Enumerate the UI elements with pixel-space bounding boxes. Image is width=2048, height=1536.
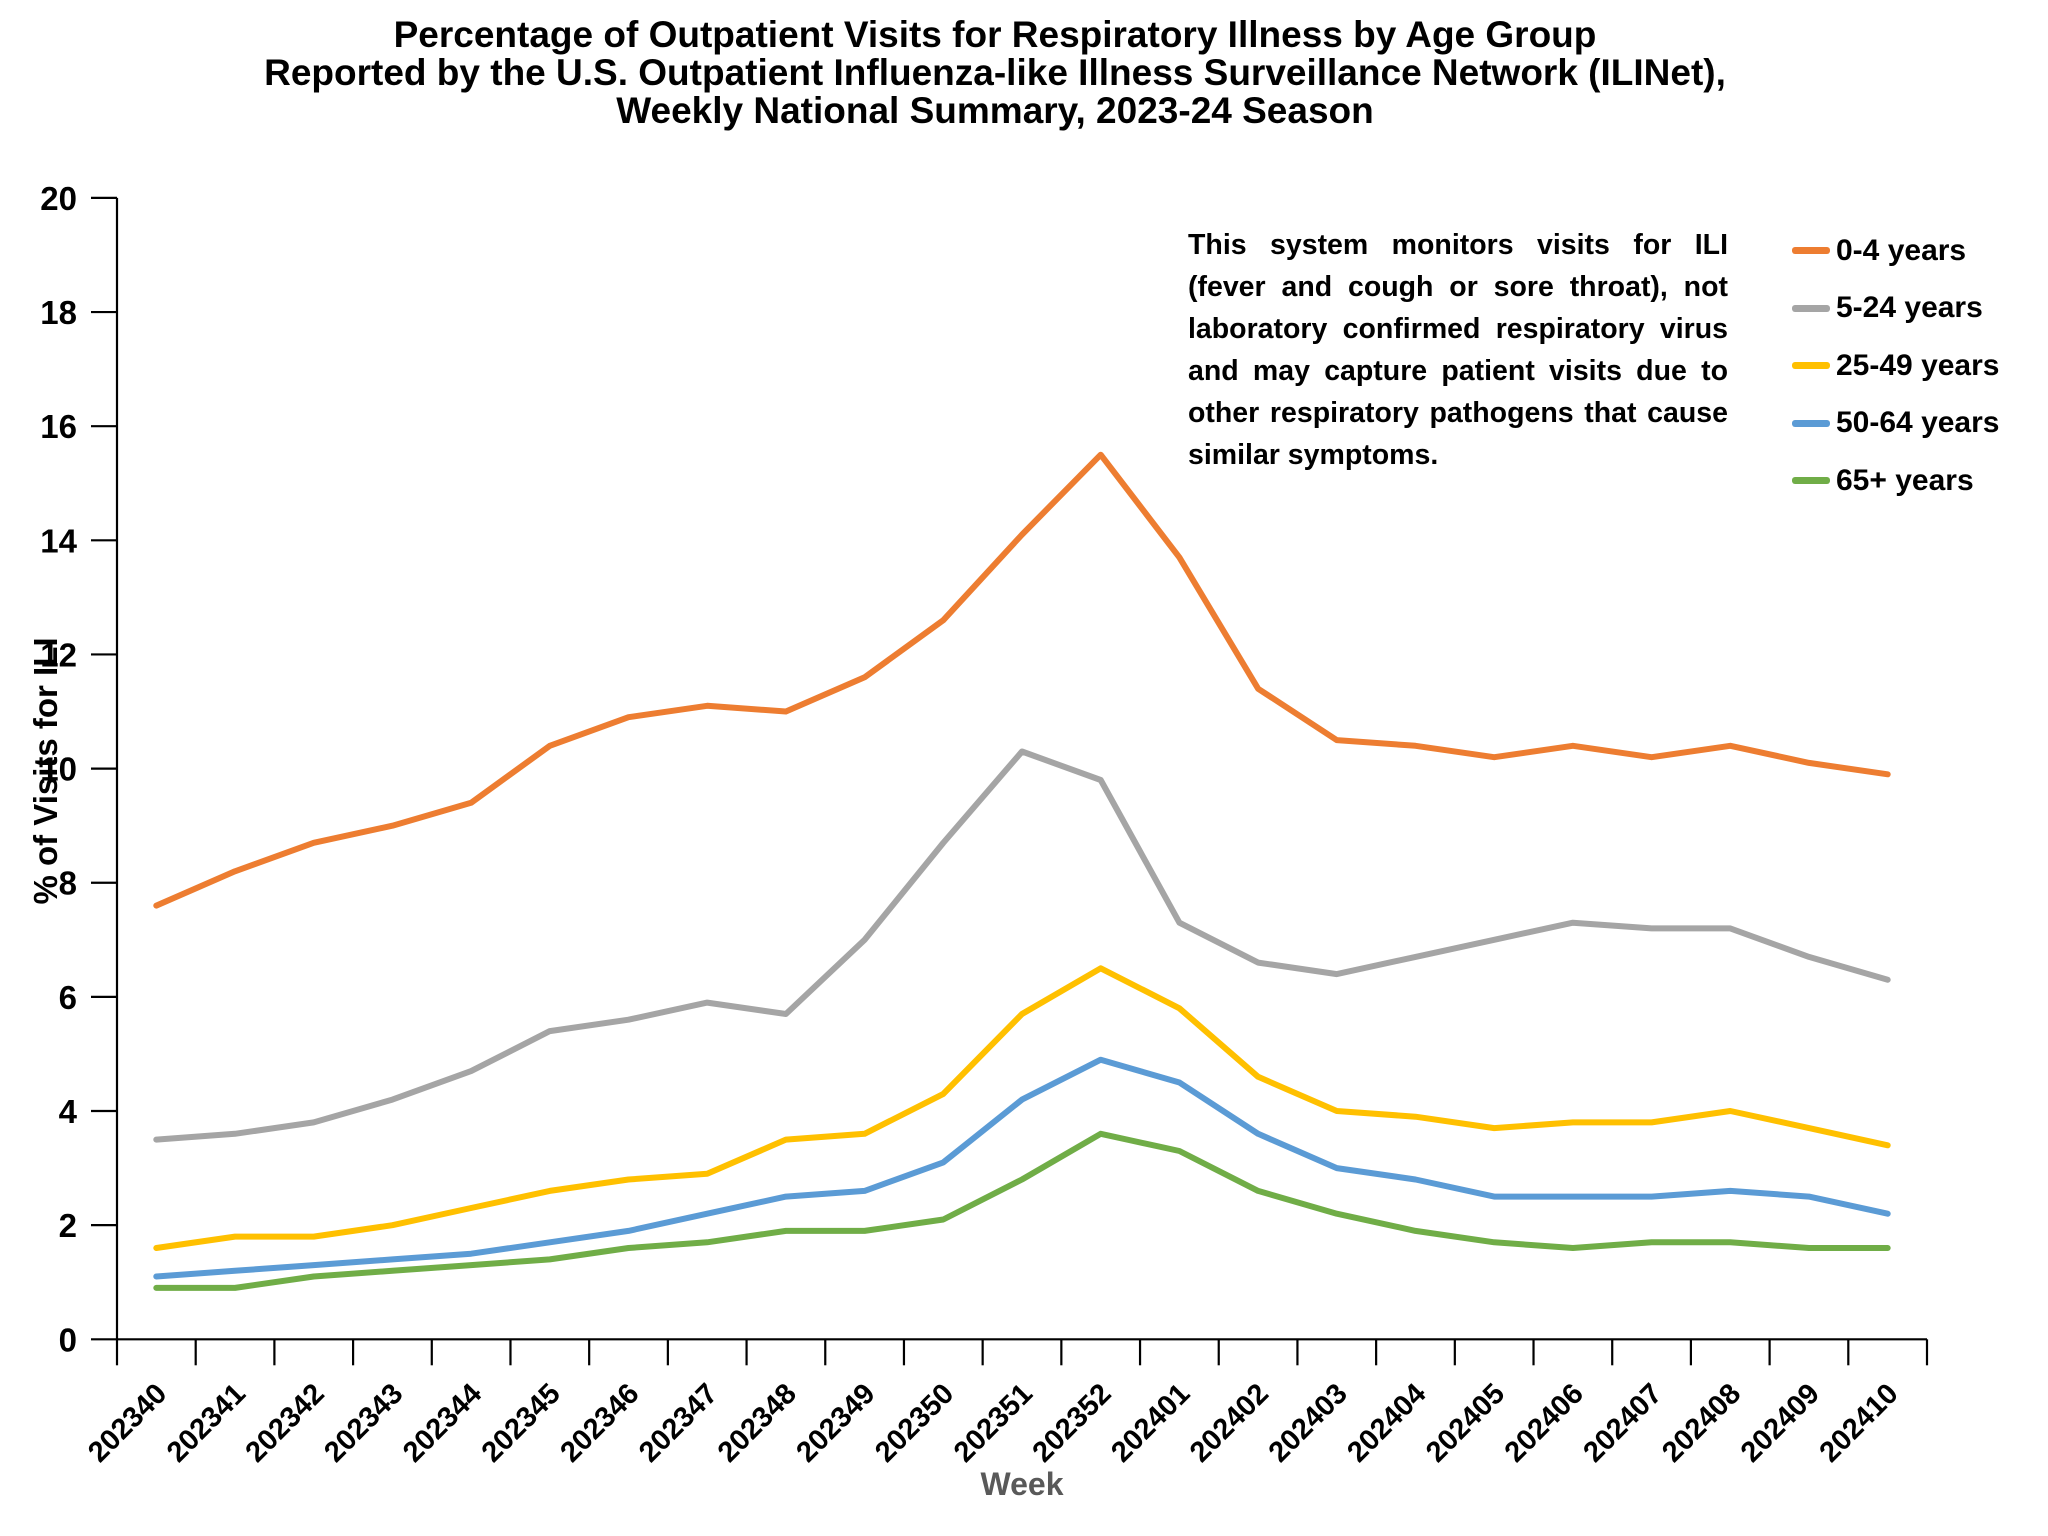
x-tick-label: 202403 xyxy=(1263,1378,1354,1469)
y-axis-title: % of Visits for ILI xyxy=(27,637,64,905)
y-tick-label: 14 xyxy=(40,522,77,559)
x-tick-label: 202349 xyxy=(790,1378,881,1469)
y-tick-label: 18 xyxy=(40,294,77,331)
legend-color-swatch xyxy=(1792,362,1830,370)
series-line-65-years xyxy=(153,1130,1891,1291)
x-tick-label: 202406 xyxy=(1499,1378,1590,1469)
series-line-0-4-years xyxy=(153,451,1891,909)
x-tick-label: 202408 xyxy=(1656,1378,1747,1469)
legend-item: 50-64 years xyxy=(1792,395,2042,453)
x-tick-label: 202347 xyxy=(633,1378,724,1469)
y-tick-label: 10 xyxy=(40,751,77,788)
x-tick-label: 202352 xyxy=(1027,1378,1118,1469)
legend-item: 5-24 years xyxy=(1792,280,2042,338)
x-tick-label: 202401 xyxy=(1105,1378,1196,1469)
legend-color-swatch xyxy=(1792,247,1830,255)
chart-title-line-3: Weekly National Summary, 2023-24 Season xyxy=(616,90,1374,132)
y-tick-labels: 0 2 4 6 8 10 12 14 16 18 20 xyxy=(40,180,77,1358)
x-tick-label: 202350 xyxy=(869,1378,960,1469)
x-tick-label: 202344 xyxy=(397,1378,488,1469)
chart-title: Percentage of Outpatient Visits for Resp… xyxy=(60,14,1930,132)
y-tick-label: 4 xyxy=(59,1093,78,1130)
x-tick-label: 202341 xyxy=(161,1378,252,1469)
legend-label: 5-24 years xyxy=(1836,291,1983,325)
y-tick-label: 2 xyxy=(59,1207,77,1244)
x-tick-label: 202340 xyxy=(82,1378,173,1469)
series-line-50-64-years xyxy=(153,1056,1891,1280)
x-tick-label: 202402 xyxy=(1184,1378,1275,1469)
legend: 0-4 years 5-24 years 25-49 years 50-64 y… xyxy=(1792,222,2042,510)
x-tick-label: 202342 xyxy=(240,1378,331,1469)
annotation-text: This system monitors visits for ILI (fev… xyxy=(1188,229,1728,471)
y-tick-label: 8 xyxy=(59,865,77,902)
x-tick-label: 202409 xyxy=(1735,1378,1826,1469)
legend-item: 0-4 years xyxy=(1792,222,2042,280)
x-tick-label: 202410 xyxy=(1814,1378,1905,1469)
x-tick-label: 202346 xyxy=(554,1378,645,1469)
x-tick-label: 202345 xyxy=(476,1378,567,1469)
y-tick-label: 20 xyxy=(40,180,77,217)
legend-color-swatch xyxy=(1792,304,1830,312)
legend-label: 65+ years xyxy=(1836,463,1974,497)
x-tick-label: 202405 xyxy=(1420,1378,1511,1469)
x-tick-label: 202348 xyxy=(712,1378,803,1469)
x-tick-label: 202351 xyxy=(948,1378,1039,1469)
series-line-25-49-years xyxy=(153,965,1891,1251)
chart-title-line-1: Percentage of Outpatient Visits for Resp… xyxy=(393,14,1597,55)
axes xyxy=(91,196,1929,1366)
x-axis-title: Week xyxy=(980,1466,1064,1502)
x-tick-label: 202343 xyxy=(318,1378,409,1469)
legend-label: 25-49 years xyxy=(1836,348,2000,382)
y-tick-label: 0 xyxy=(59,1321,77,1358)
x-tick-labels: 2023402023412023422023432023442023452023… xyxy=(82,1378,1904,1469)
legend-color-swatch xyxy=(1792,477,1830,485)
legend-item: 65+ years xyxy=(1792,452,2042,510)
legend-label: 0-4 years xyxy=(1836,233,1967,267)
series-line-5-24-years xyxy=(153,748,1891,1143)
legend-label: 50-64 years xyxy=(1836,406,2000,440)
legend-item: 25-49 years xyxy=(1792,337,2042,395)
legend-color-swatch xyxy=(1792,419,1830,427)
y-tick-label: 12 xyxy=(40,636,77,673)
x-tick-label: 202407 xyxy=(1577,1378,1668,1469)
chart-title-line-2: Reported by the U.S. Outpatient Influenz… xyxy=(264,52,1726,94)
y-tick-label: 16 xyxy=(40,408,77,445)
y-tick-label: 6 xyxy=(59,979,77,1016)
x-tick-label: 202404 xyxy=(1341,1378,1432,1469)
